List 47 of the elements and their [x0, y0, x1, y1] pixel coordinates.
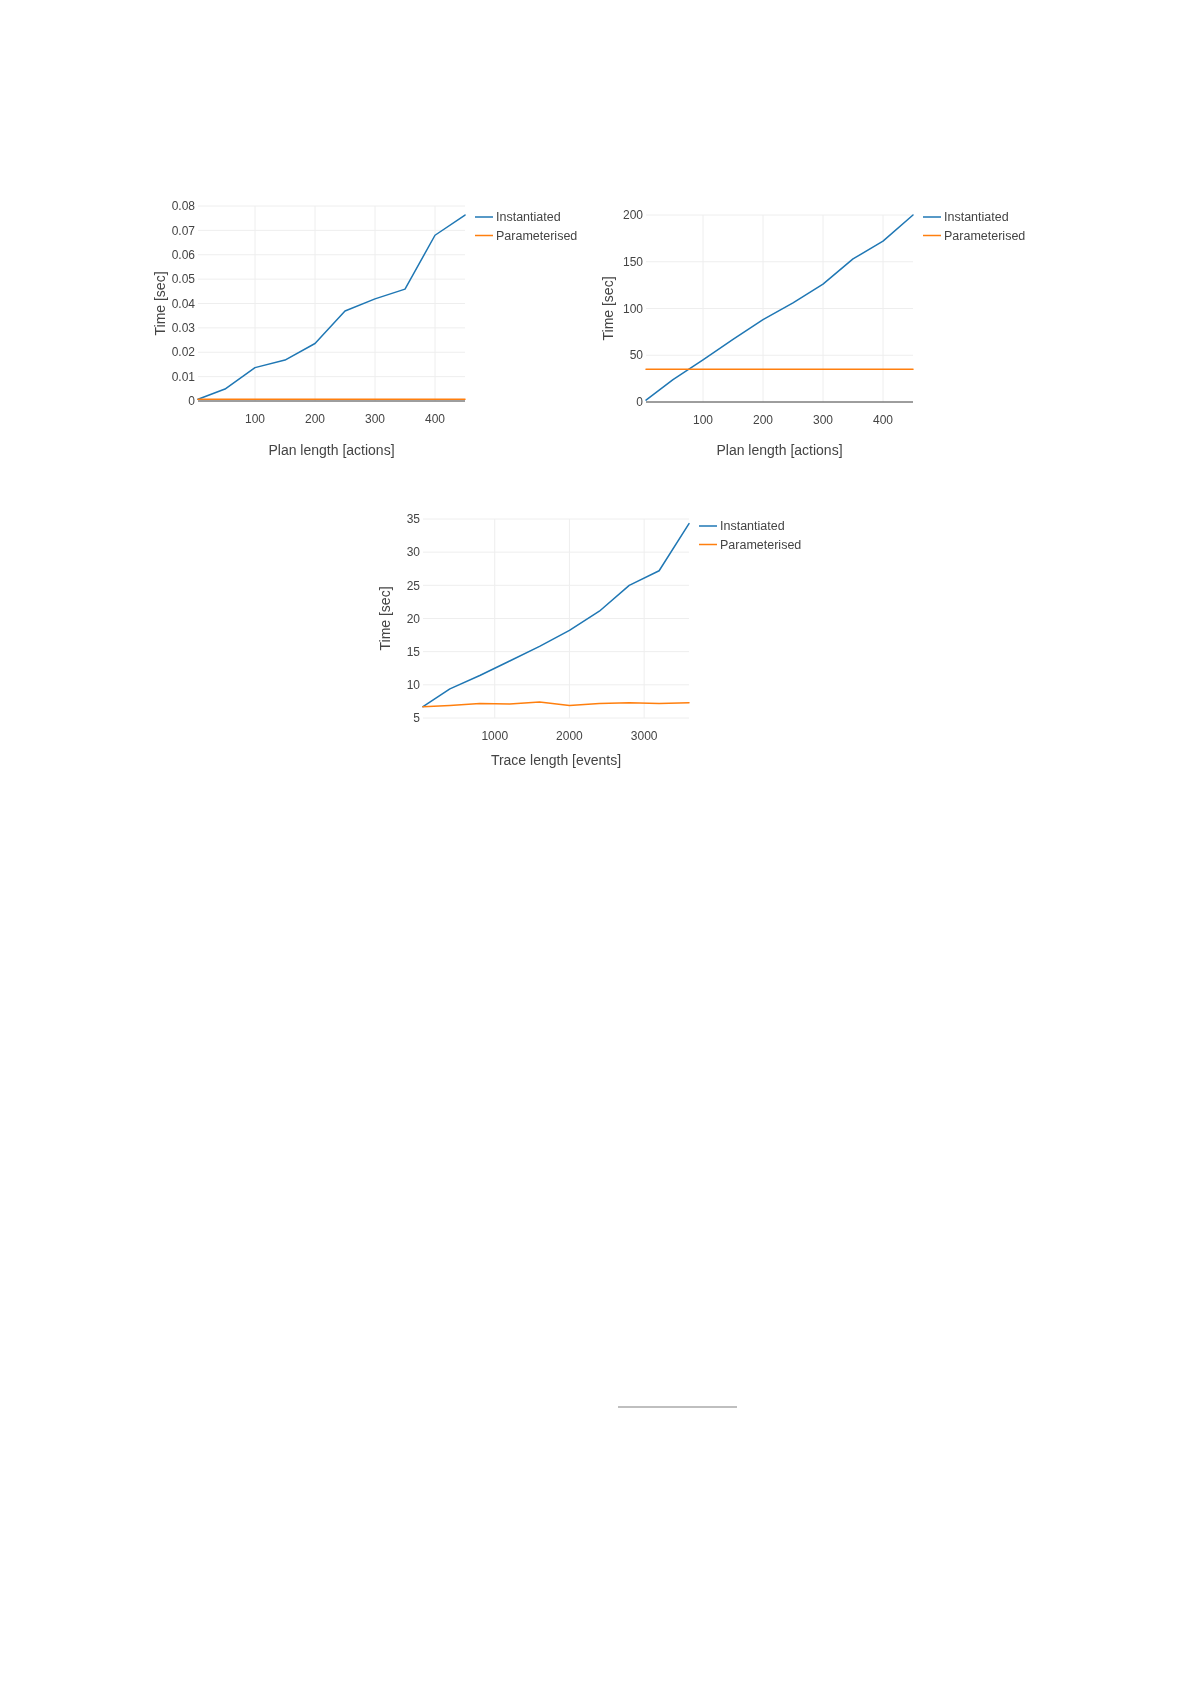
- y-tick-label: 0.06: [171, 247, 196, 262]
- legend-label: Parameterised: [720, 537, 802, 552]
- y-tick-label: 100: [622, 301, 644, 316]
- x-tick-label: 1000: [481, 729, 509, 743]
- y-tick-label: 0.05: [171, 272, 196, 287]
- x-tick-label: 3000: [630, 729, 658, 743]
- y-tick-label: 0.01: [171, 369, 196, 384]
- y-tick-label: 200: [622, 208, 644, 223]
- legend-label: Parameterised: [944, 228, 1026, 243]
- legend-label: Parameterised: [496, 228, 578, 243]
- y-axis-title: Time [sec]: [599, 276, 616, 341]
- line-series: [197, 214, 466, 401]
- x-tick-label: 2000: [556, 729, 584, 743]
- legend-label: Instantiated: [496, 210, 561, 225]
- x-tick-label: 100: [692, 413, 714, 427]
- x-tick-label: 200: [752, 413, 774, 427]
- y-tick-label: 35: [406, 512, 421, 527]
- y-tick-label: 0.08: [171, 199, 196, 214]
- y-tick-label: 0: [188, 394, 196, 409]
- y-tick-label: 15: [406, 644, 421, 659]
- x-tick-label: 400: [872, 413, 894, 427]
- y-tick-label: 0.07: [171, 223, 196, 238]
- x-tick-label: 400: [424, 412, 446, 426]
- x-tick-label: 200: [304, 412, 326, 426]
- y-tick-label: 30: [406, 545, 421, 560]
- y-tick-label: 150: [622, 254, 644, 269]
- x-axis-title: Trace length [events]: [490, 752, 622, 768]
- legend-label: Instantiated: [720, 519, 785, 534]
- y-tick-label: 20: [406, 611, 421, 626]
- y-tick-label: 25: [406, 578, 421, 593]
- x-axis-title: Plan length [actions]: [716, 442, 843, 458]
- y-tick-label: 0.04: [171, 296, 196, 311]
- x-tick-label: 100: [244, 412, 266, 426]
- y-tick-label: 0: [636, 395, 644, 410]
- line-series: [422, 522, 690, 708]
- y-tick-label: 50: [629, 348, 644, 363]
- x-tick-label: 300: [812, 413, 834, 427]
- y-axis-title: Time [sec]: [376, 586, 393, 651]
- y-axis-title: Time [sec]: [151, 271, 168, 336]
- x-tick-label: 300: [364, 412, 386, 426]
- line-series: [645, 214, 914, 401]
- y-tick-label: 5: [413, 711, 421, 726]
- x-axis-title: Plan length [actions]: [268, 442, 395, 458]
- y-tick-label: 0.03: [171, 321, 196, 336]
- y-tick-label: 10: [406, 678, 421, 693]
- legend-label: Instantiated: [944, 210, 1009, 225]
- y-tick-label: 0.02: [171, 345, 196, 360]
